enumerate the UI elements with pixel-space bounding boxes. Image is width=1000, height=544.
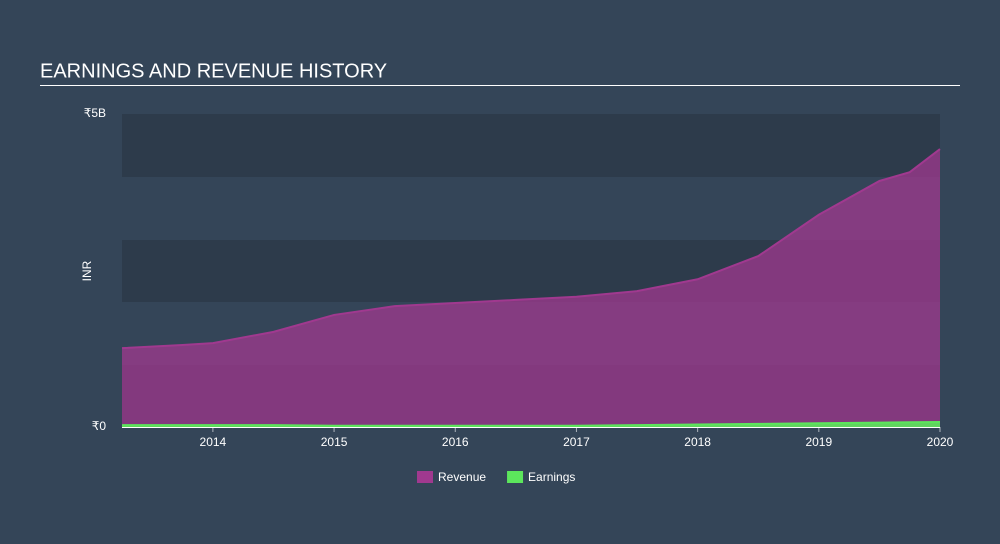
legend-swatch	[507, 471, 524, 483]
x-tick-label: 2014	[200, 435, 227, 449]
area-line	[121, 148, 941, 350]
area-line	[122, 420, 941, 427]
x-tick-label: 2020	[927, 435, 954, 449]
area-fill	[122, 149, 940, 427]
y-tick-label: ₹5B	[84, 106, 106, 120]
x-tick-label: 2016	[442, 435, 469, 449]
x-tick-label: 2015	[321, 435, 348, 449]
chart-title: EARNINGS AND REVENUE HISTORY	[40, 60, 387, 82]
y-axis-label: INR	[80, 260, 94, 281]
x-tick-label: 2017	[563, 435, 590, 449]
legend-label: Earnings	[528, 470, 575, 484]
x-tick-label: 2018	[684, 435, 711, 449]
grid-band	[122, 114, 940, 177]
x-tick-label: 2019	[805, 435, 832, 449]
legend-swatch	[417, 471, 433, 483]
legend-label: Revenue	[438, 470, 486, 484]
y-tick-label: ₹0	[92, 419, 107, 433]
